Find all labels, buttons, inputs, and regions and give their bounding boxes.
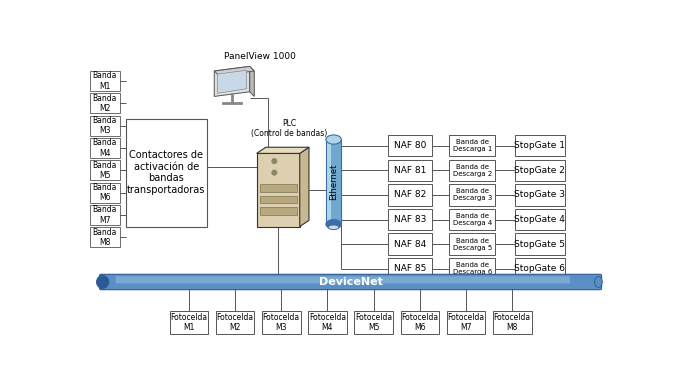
- FancyBboxPatch shape: [447, 311, 486, 334]
- Text: StopGate 3: StopGate 3: [514, 190, 565, 200]
- Polygon shape: [214, 66, 254, 76]
- Text: Banda de
Descarga 6: Banda de Descarga 6: [453, 263, 492, 276]
- Text: NAF 85: NAF 85: [394, 264, 426, 273]
- FancyBboxPatch shape: [449, 135, 495, 157]
- FancyBboxPatch shape: [388, 233, 432, 255]
- FancyBboxPatch shape: [514, 209, 564, 230]
- Text: StopGate 1: StopGate 1: [514, 141, 565, 150]
- Polygon shape: [300, 147, 309, 226]
- Text: Ethernet: Ethernet: [329, 164, 338, 200]
- FancyBboxPatch shape: [90, 93, 120, 113]
- FancyBboxPatch shape: [90, 227, 120, 247]
- FancyBboxPatch shape: [388, 184, 432, 206]
- FancyBboxPatch shape: [449, 209, 495, 230]
- FancyBboxPatch shape: [388, 135, 432, 157]
- FancyBboxPatch shape: [354, 311, 393, 334]
- Text: Banda
M4: Banda M4: [93, 138, 117, 158]
- Ellipse shape: [326, 220, 341, 229]
- Text: Banda
M2: Banda M2: [93, 93, 117, 113]
- Text: Banda de
Descarga 3: Banda de Descarga 3: [453, 188, 492, 201]
- Text: Fotocelda
M6: Fotocelda M6: [402, 313, 438, 332]
- Text: Banda
M3: Banda M3: [93, 116, 117, 135]
- FancyBboxPatch shape: [401, 311, 439, 334]
- Text: DeviceNet: DeviceNet: [319, 277, 382, 287]
- Text: Fotocelda
M7: Fotocelda M7: [447, 313, 484, 332]
- FancyBboxPatch shape: [514, 135, 564, 157]
- Text: NAF 82: NAF 82: [394, 190, 426, 200]
- FancyBboxPatch shape: [262, 311, 300, 334]
- Text: Banda
M7: Banda M7: [93, 205, 117, 225]
- Text: PLC
(Control de bandas): PLC (Control de bandas): [251, 119, 327, 138]
- Text: Banda de
Descarga 2: Banda de Descarga 2: [453, 164, 492, 177]
- FancyBboxPatch shape: [170, 311, 208, 334]
- FancyBboxPatch shape: [90, 205, 120, 225]
- Ellipse shape: [96, 276, 109, 288]
- FancyBboxPatch shape: [126, 119, 207, 226]
- Text: Fotocelda
M4: Fotocelda M4: [309, 313, 346, 332]
- Ellipse shape: [328, 225, 339, 230]
- Text: Banda de
Descarga 4: Banda de Descarga 4: [453, 213, 492, 226]
- Polygon shape: [256, 154, 300, 226]
- Text: Fotocelda
M8: Fotocelda M8: [494, 313, 531, 332]
- FancyBboxPatch shape: [328, 139, 331, 224]
- Text: StopGate 5: StopGate 5: [514, 240, 565, 249]
- FancyBboxPatch shape: [449, 258, 495, 280]
- Text: Fotocelda
M1: Fotocelda M1: [170, 313, 207, 332]
- Text: StopGate 2: StopGate 2: [514, 166, 565, 175]
- Text: NAF 83: NAF 83: [394, 215, 426, 224]
- Circle shape: [272, 170, 276, 175]
- FancyBboxPatch shape: [215, 311, 254, 334]
- Text: StopGate 4: StopGate 4: [514, 215, 565, 224]
- FancyBboxPatch shape: [100, 274, 601, 290]
- FancyBboxPatch shape: [493, 311, 531, 334]
- Text: Contactores de
activación de
bandas
transportadoras: Contactores de activación de bandas tran…: [127, 150, 205, 195]
- Text: NAF 80: NAF 80: [394, 141, 426, 150]
- Text: Banda
M8: Banda M8: [93, 228, 117, 247]
- FancyBboxPatch shape: [90, 116, 120, 136]
- Text: Fotocelda
M2: Fotocelda M2: [217, 313, 254, 332]
- Ellipse shape: [326, 135, 341, 144]
- FancyBboxPatch shape: [260, 184, 297, 192]
- FancyBboxPatch shape: [90, 183, 120, 203]
- FancyBboxPatch shape: [90, 160, 120, 180]
- Polygon shape: [218, 70, 247, 93]
- Text: Banda
M5: Banda M5: [93, 161, 117, 180]
- Ellipse shape: [594, 277, 603, 287]
- FancyBboxPatch shape: [308, 311, 347, 334]
- FancyBboxPatch shape: [388, 160, 432, 181]
- FancyBboxPatch shape: [260, 196, 297, 203]
- Text: PanelView 1000: PanelView 1000: [224, 52, 296, 61]
- FancyBboxPatch shape: [116, 276, 570, 283]
- Text: NAF 84: NAF 84: [394, 240, 426, 249]
- FancyBboxPatch shape: [514, 184, 564, 206]
- FancyBboxPatch shape: [388, 258, 432, 280]
- Text: StopGate 6: StopGate 6: [514, 264, 565, 273]
- FancyBboxPatch shape: [449, 233, 495, 255]
- FancyBboxPatch shape: [449, 160, 495, 181]
- FancyBboxPatch shape: [260, 207, 297, 215]
- Polygon shape: [250, 66, 254, 97]
- FancyBboxPatch shape: [449, 184, 495, 206]
- FancyBboxPatch shape: [388, 209, 432, 230]
- Text: Banda
M1: Banda M1: [93, 71, 117, 91]
- FancyBboxPatch shape: [514, 258, 564, 280]
- Text: Fotocelda
M5: Fotocelda M5: [355, 313, 392, 332]
- Text: Banda
M6: Banda M6: [93, 183, 117, 203]
- FancyBboxPatch shape: [514, 233, 564, 255]
- Text: Banda de
Descarga 5: Banda de Descarga 5: [453, 238, 492, 251]
- FancyBboxPatch shape: [90, 138, 120, 158]
- FancyBboxPatch shape: [514, 160, 564, 181]
- Polygon shape: [256, 147, 309, 154]
- Circle shape: [272, 159, 276, 163]
- Text: Banda de
Descarga 1: Banda de Descarga 1: [453, 139, 492, 152]
- Text: Fotocelda
M3: Fotocelda M3: [263, 313, 300, 332]
- FancyBboxPatch shape: [326, 139, 341, 224]
- Polygon shape: [214, 66, 250, 97]
- Text: NAF 81: NAF 81: [394, 166, 426, 175]
- FancyBboxPatch shape: [90, 71, 120, 91]
